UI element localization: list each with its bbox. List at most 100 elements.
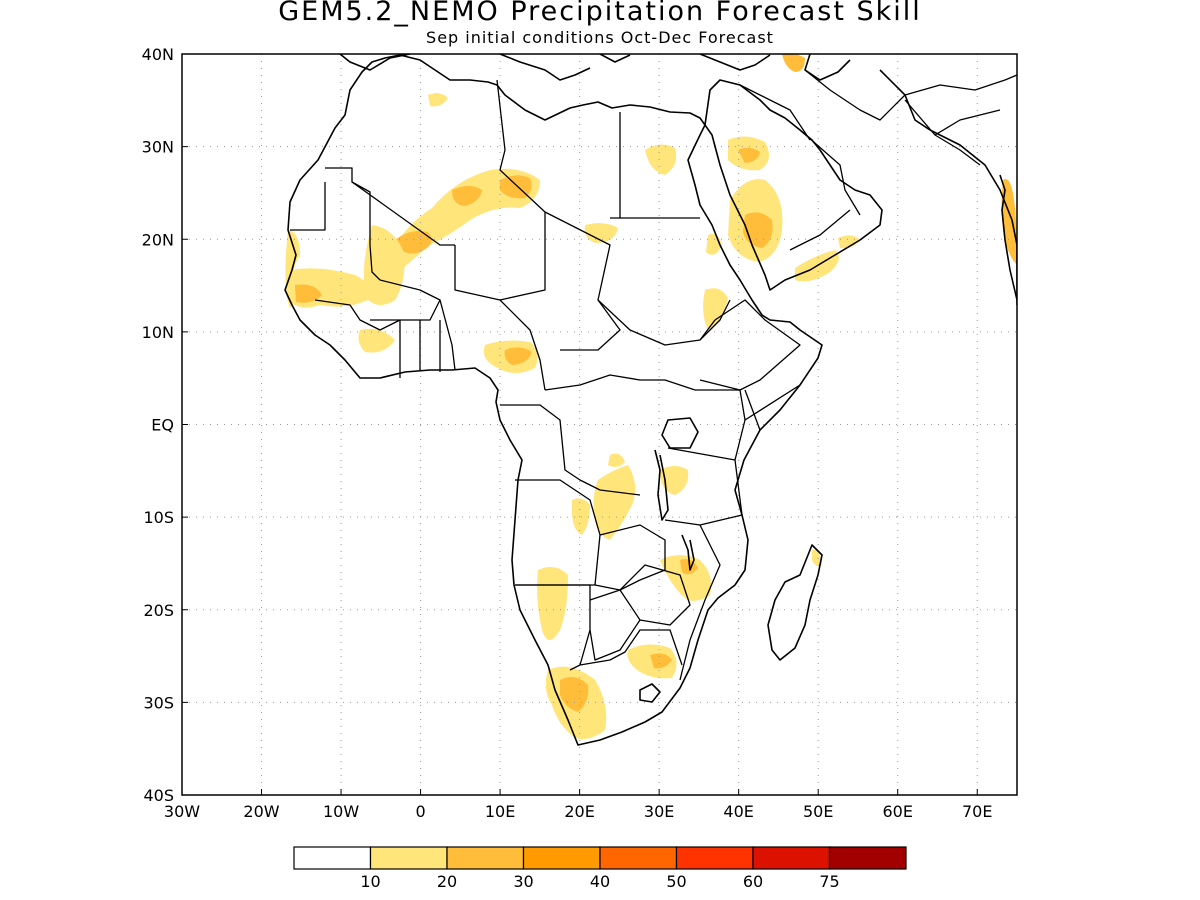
skill-region-chad (584, 223, 618, 243)
lesotho-border (639, 683, 661, 703)
border-chad (544, 211, 621, 351)
colorbar-swatch (828, 846, 907, 870)
tick-label-lat: 10N (142, 323, 174, 342)
tick-label-lat: 40N (142, 45, 174, 64)
skill-region-sahara (390, 168, 540, 275)
border-mauritania (290, 182, 326, 231)
border-sudan-south (597, 299, 731, 346)
border-nigeria (439, 299, 546, 391)
skill-shading (285, 54, 1017, 739)
plot-frame (181, 53, 1018, 796)
border-west-sahara (325, 167, 381, 281)
tick-label-lat: 40S (143, 786, 174, 805)
colorbar-label: 30 (513, 872, 533, 891)
skill-region-southafrica-west-core (560, 676, 589, 712)
border-tanzania (664, 447, 743, 526)
border-mali-south (370, 279, 441, 321)
tick-label-lat: 30S (143, 693, 174, 712)
border-libya-egypt (610, 112, 621, 219)
colorbar: 10 20 30 40 50 60 75 (293, 846, 907, 891)
colorbar-swatch (522, 846, 601, 870)
skill-region-southafrica-east-core (650, 653, 672, 669)
border-botswana (589, 589, 641, 661)
border-saudi (739, 84, 861, 251)
skill-region-guinea (358, 328, 395, 353)
border-somalia (744, 384, 801, 431)
africa-coastline (284, 54, 823, 746)
border-ethiopia (699, 299, 801, 391)
longitude-ticks: 30W 20W 10W 0 10E 20E 30E 40E 50E 60E 70E (164, 789, 992, 821)
skill-region-congo (593, 465, 636, 540)
colorbar-label: 75 (819, 872, 839, 891)
border-algeria-mali (351, 181, 455, 246)
colorbar-swatch (369, 846, 448, 870)
skill-region-malawi (660, 555, 712, 601)
lake-malawi (681, 534, 695, 571)
lake-victoria (661, 417, 699, 449)
lake-tanganyika (654, 449, 669, 521)
mideast-coastline (804, 54, 1017, 305)
skill-region-india (1001, 179, 1017, 265)
madagascar-coastline (767, 544, 823, 661)
border-southafrica (579, 629, 683, 666)
tick-label-lon: 20E (564, 802, 594, 821)
colorbar-swatch (752, 846, 831, 870)
tick-label-lat: 10S (143, 508, 174, 527)
skill-region-nigeria-core (504, 347, 532, 365)
tick-label-lon: 30W (164, 802, 200, 821)
tick-label-lon: 60E (882, 802, 912, 821)
map-title: GEM5.2_NEMO Precipitation Forecast Skill (278, 0, 922, 27)
skill-region-libya-north (428, 93, 448, 107)
colorbar-swatch (446, 846, 525, 870)
border-zimbabwe (619, 564, 691, 626)
border-pakistan (904, 99, 1001, 166)
arabia-coastline (704, 79, 883, 291)
skill-region-tanzania (660, 466, 689, 495)
colorbar-label: 50 (666, 872, 686, 891)
skill-region-madagascar (812, 549, 822, 566)
europe-coastline (339, 54, 771, 81)
border-car (544, 374, 696, 391)
coastlines (284, 54, 1017, 746)
tick-label-lon: 10E (485, 802, 515, 821)
border-congo (500, 404, 641, 496)
tick-label-lon: 70E (962, 802, 992, 821)
india-coastline (999, 174, 1017, 301)
tick-label-lat: 20S (143, 601, 174, 620)
skill-region-congo-west (571, 498, 590, 535)
tick-label-lon: 40E (723, 802, 753, 821)
skill-region-oman (838, 235, 860, 249)
skill-region-sudan (703, 288, 728, 330)
colorbar-swatch (599, 846, 678, 870)
tick-label-lat: EQ (151, 416, 174, 435)
colorbar-label: 40 (590, 872, 610, 891)
skill-region-sahara-west (452, 186, 482, 206)
border-kenya (695, 389, 746, 461)
colorbar-swatch (293, 846, 372, 870)
colorbar-swatch (675, 846, 754, 870)
map-subtitle: Sep initial conditions Oct-Dec Forecast (426, 28, 774, 47)
skill-region-senegal-core (295, 284, 322, 303)
skill-region-iraq (782, 54, 805, 72)
latitude-ticks: 40N 30N 20N 10N EQ 10S 20S 30S 40S (142, 45, 188, 805)
colorbar-label: 10 (360, 872, 380, 891)
colorbar-label: 20 (437, 872, 457, 891)
tick-label-lon: 10W (323, 802, 359, 821)
skill-region-arabia-north-core (738, 147, 760, 163)
tick-label-lon: 50E (803, 802, 833, 821)
border-algeria-libya (496, 79, 546, 213)
border-mozambique (679, 524, 721, 681)
tick-label-lon: 20W (243, 802, 279, 821)
national-borders (290, 69, 1017, 681)
grid-lines (182, 54, 1017, 795)
skill-region-mali (363, 225, 405, 305)
border-westafrica-coast (314, 299, 441, 378)
skill-region-sahara-core (395, 231, 432, 254)
skill-region-egypt (645, 144, 677, 175)
skill-region-kenya (608, 453, 625, 467)
skill-region-namibia (537, 566, 568, 640)
tick-label-lon: 0 (415, 802, 425, 821)
border-niger (454, 212, 546, 301)
tick-label-lat: 30N (142, 138, 174, 157)
